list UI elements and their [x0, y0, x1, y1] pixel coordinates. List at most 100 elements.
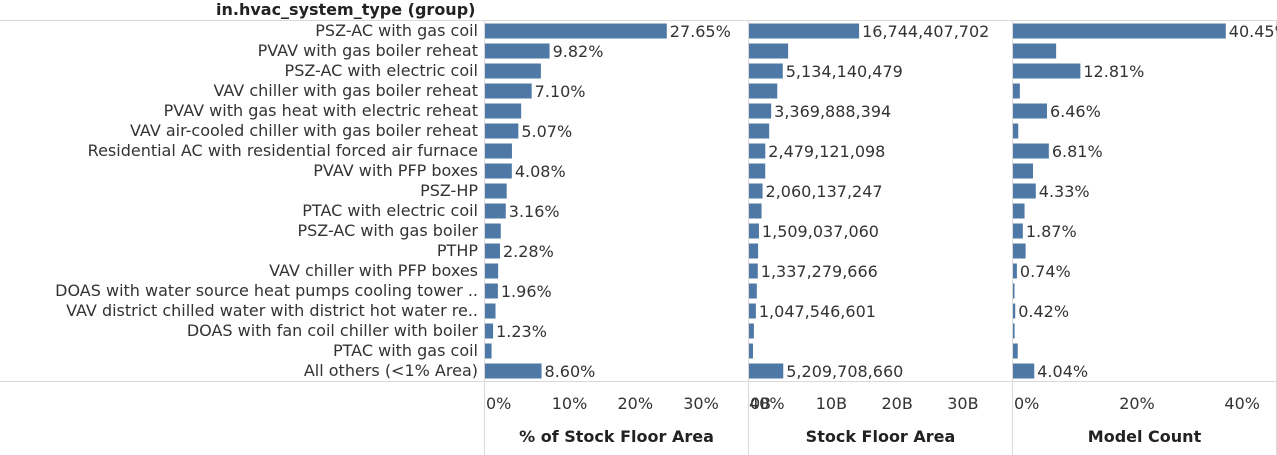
category-label: PTAC with gas coil	[333, 341, 478, 360]
tick-label: 30B	[947, 394, 978, 413]
bar	[749, 203, 762, 219]
data-label: 1.96%	[501, 282, 552, 301]
bar	[485, 163, 512, 179]
bar	[749, 23, 860, 39]
category-label: VAV district chilled water with district…	[66, 301, 478, 320]
bar	[485, 143, 512, 159]
bar	[485, 43, 550, 59]
bar	[485, 23, 667, 39]
panel-1: 27.65% 9.82% 7.10% 5.07% 4.08% 3.16% 2.28% 1.96…	[485, 22, 785, 446]
data-label: 2,479,121,098	[768, 142, 885, 161]
data-label: 6.81%	[1052, 142, 1103, 161]
bar	[749, 343, 753, 359]
bar	[485, 303, 496, 319]
category-label: DOAS with fan coil chiller with boiler	[187, 321, 479, 340]
category-label: VAV chiller with PFP boxes	[269, 261, 478, 280]
bar	[485, 343, 492, 359]
data-label: 2.28%	[503, 242, 554, 261]
panel-title: Stock Floor Area	[806, 427, 956, 446]
bar	[1013, 243, 1026, 259]
tick-label: 0%	[486, 394, 511, 413]
category-label: PSZ-AC with gas coil	[315, 21, 478, 40]
data-label: 5,134,140,479	[786, 62, 903, 81]
bar	[485, 283, 498, 299]
bar	[485, 263, 499, 279]
tick-label: 30%	[683, 394, 719, 413]
tick-label: 10%	[552, 394, 588, 413]
data-label: 12.81%	[1083, 62, 1144, 81]
bar	[1013, 323, 1015, 339]
bar	[485, 203, 506, 219]
bar	[1013, 223, 1023, 239]
bar	[485, 83, 532, 99]
bar	[485, 103, 522, 119]
data-label: 3.16%	[509, 202, 560, 221]
bar	[749, 43, 789, 59]
bar	[749, 263, 758, 279]
bar	[1013, 83, 1020, 99]
panel-dividers	[0, 20, 1277, 455]
data-label: 4.33%	[1039, 182, 1090, 201]
bar	[485, 323, 494, 339]
data-label: 5.07%	[521, 122, 572, 141]
tick-label: 20%	[1119, 394, 1155, 413]
data-label: 40.45%	[1229, 22, 1277, 41]
data-label: 4.04%	[1037, 362, 1088, 381]
data-label: 1,047,546,601	[759, 302, 876, 321]
data-label: 0.74%	[1020, 262, 1071, 281]
category-label: PSZ-HP	[420, 181, 478, 200]
data-label: 8.60%	[545, 362, 596, 381]
category-label: PVAV with gas boiler reheat	[258, 41, 478, 60]
bar	[749, 183, 763, 199]
category-label: VAV air-cooled chiller with gas boiler r…	[130, 121, 478, 140]
tick-label: 40%	[1224, 394, 1260, 413]
bar	[749, 143, 766, 159]
bar	[1013, 123, 1019, 139]
bar	[749, 303, 756, 319]
bar	[1013, 23, 1226, 39]
bar	[1013, 303, 1016, 319]
category-label: All others (<1% Area)	[304, 361, 478, 380]
category-label: VAV chiller with gas boiler reheat	[213, 81, 478, 100]
data-label: 1,509,037,060	[762, 222, 879, 241]
data-label: 27.65%	[670, 22, 731, 41]
bar	[1013, 63, 1081, 79]
bar	[749, 243, 759, 259]
bar	[485, 123, 519, 139]
tick-label: 0B	[750, 394, 771, 413]
bar	[749, 103, 772, 119]
panel-title: % of Stock Floor Area	[519, 427, 714, 446]
bar	[1013, 343, 1018, 359]
category-label: Residential AC with residential forced a…	[88, 141, 478, 160]
bar	[1013, 43, 1057, 59]
tick-label: 40%	[749, 394, 785, 413]
bar	[1013, 363, 1035, 379]
bar	[749, 363, 784, 379]
panels: 27.65% 9.82% 7.10% 5.07% 4.08% 3.16% 2.28% 1.96…	[485, 22, 1277, 446]
category-label: PSZ-AC with gas boiler	[298, 221, 479, 240]
bar	[1013, 203, 1025, 219]
data-label: 2,060,137,247	[766, 182, 883, 201]
data-label: 4.08%	[515, 162, 566, 181]
panel-title: Model Count	[1088, 427, 1202, 446]
tick-label: 10B	[816, 394, 847, 413]
bar	[1013, 263, 1017, 279]
bar	[1013, 283, 1015, 299]
data-label: 0.42%	[1018, 302, 1069, 321]
panel-2: 16,744,407,702 5,134,140,479 3,369,888,394…	[749, 22, 989, 446]
bar	[485, 183, 507, 199]
data-label: 1.87%	[1026, 222, 1077, 241]
category-label: DOAS with water source heat pumps coolin…	[55, 281, 478, 300]
bar	[1013, 183, 1036, 199]
tick-label: 20%	[618, 394, 654, 413]
category-label: PVAV with PFP boxes	[313, 161, 478, 180]
bar	[485, 363, 542, 379]
bar	[749, 283, 757, 299]
category-label: PSZ-AC with electric coil	[285, 61, 478, 80]
bar	[485, 223, 501, 239]
dimension-title: in.hvac_system_type (group)	[216, 0, 475, 19]
category-label: PTAC with electric coil	[302, 201, 478, 220]
bar	[749, 83, 778, 99]
